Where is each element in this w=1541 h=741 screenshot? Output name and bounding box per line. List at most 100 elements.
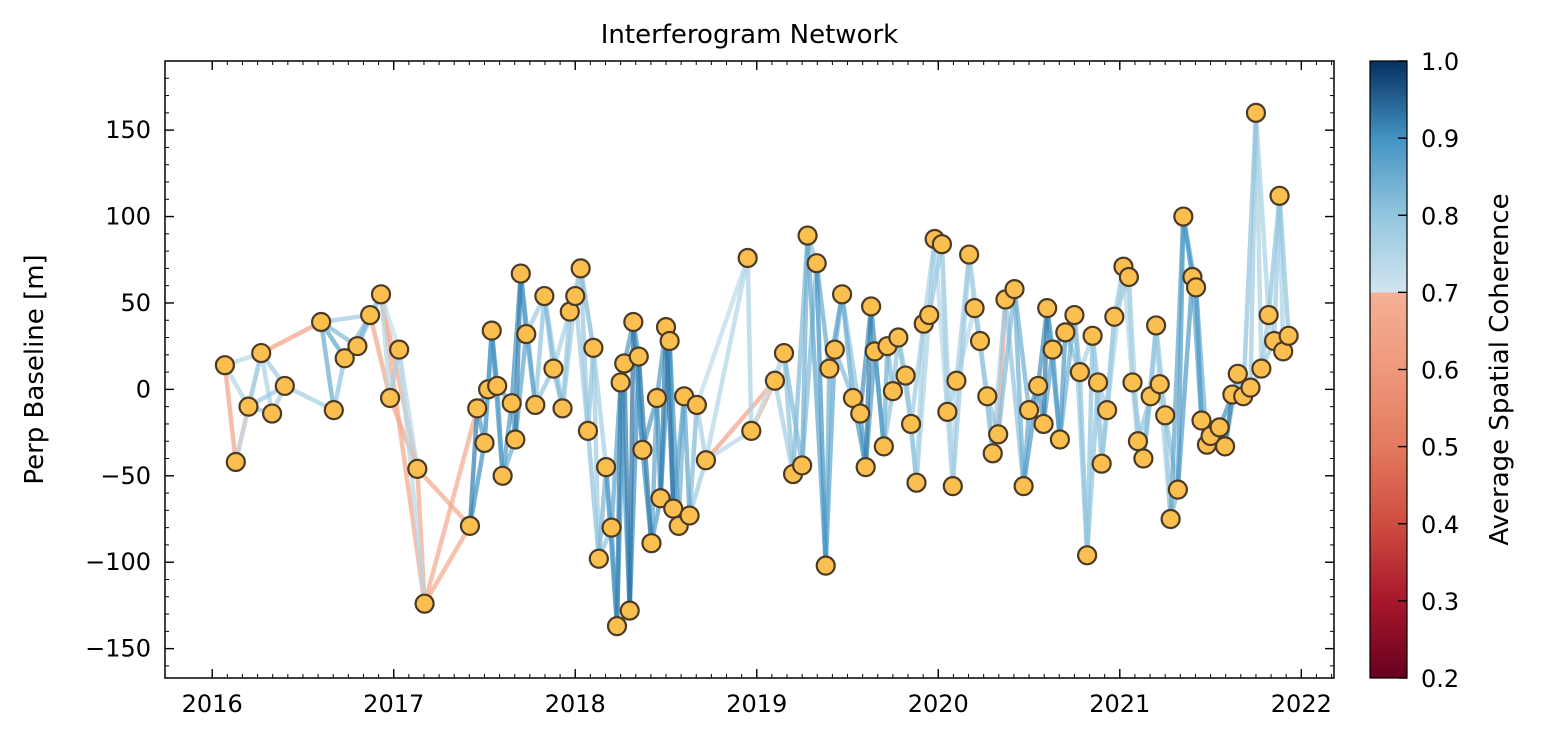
network-edge — [627, 319, 636, 613]
colorbar-tick-label: 0.4 — [1421, 511, 1459, 539]
network-edge — [422, 523, 473, 606]
acquisition-point — [595, 457, 617, 478]
acquisition-point — [831, 284, 853, 305]
acquisition-point — [855, 457, 876, 478]
network-edge — [681, 394, 692, 518]
x-tick-label: 2018 — [545, 690, 606, 718]
acquisition-point — [238, 396, 259, 417]
network-edge — [596, 464, 609, 561]
acquisition-point — [459, 515, 481, 537]
colorbar-tick-label: 0.2 — [1421, 665, 1459, 693]
acquisition-point — [407, 458, 428, 479]
acquisition-point — [1018, 400, 1040, 421]
network-edge — [863, 304, 874, 470]
acquisition-point — [861, 296, 882, 317]
network-edge — [926, 241, 945, 318]
acquisition-point — [882, 381, 904, 402]
network-edge — [781, 350, 805, 468]
acquisition-points — [214, 102, 1299, 637]
network-edge — [1266, 193, 1282, 318]
colorbar-tick-label: 0.7 — [1421, 279, 1459, 307]
acquisition-point — [919, 304, 940, 326]
acquisition-point — [481, 320, 502, 341]
network-edge — [222, 362, 239, 465]
network-edge — [1193, 285, 1204, 423]
network-edge — [415, 466, 473, 529]
network-edge — [614, 380, 623, 629]
acquisition-point — [360, 304, 381, 326]
acquisition-point — [1091, 453, 1112, 474]
acquisition-point — [274, 375, 295, 397]
x-axis: 2016 2017 2018 2019 2020 2021 2022 — [182, 61, 1333, 718]
network-edge — [585, 345, 596, 434]
network-edge — [950, 252, 972, 489]
acquisition-point — [632, 439, 653, 460]
acquisition-point — [251, 342, 272, 364]
network-edge — [318, 319, 337, 413]
network-edge — [908, 321, 927, 427]
acquisition-point — [988, 424, 1009, 445]
acquisition-point — [946, 370, 967, 391]
acquisition-point — [873, 436, 894, 457]
colorbar-label: Average Spatial Coherence — [1485, 193, 1515, 545]
acquisition-point — [501, 393, 522, 414]
acquisition-point — [1096, 400, 1118, 421]
acquisition-point — [815, 555, 836, 576]
acquisition-point — [937, 401, 958, 422]
network-edge — [745, 255, 754, 434]
acquisition-point — [474, 432, 495, 454]
acquisition-point — [534, 285, 555, 307]
network-edge — [258, 319, 324, 356]
acquisition-point — [819, 358, 840, 379]
acquisition-point — [1013, 476, 1034, 497]
acquisition-point — [1049, 429, 1071, 450]
network-edge — [1240, 110, 1259, 399]
acquisition-point — [311, 311, 332, 333]
x-tick-label: 2020 — [908, 690, 969, 718]
acquisition-point — [964, 298, 985, 319]
acquisition-point — [1251, 358, 1272, 379]
y-tick-label: 50 — [120, 289, 151, 317]
network-edges — [222, 110, 1291, 629]
acquisition-point — [764, 370, 786, 391]
colorbar-tick-label: 0.3 — [1421, 588, 1459, 616]
chart-title: Interferogram Network — [601, 20, 898, 50]
acquisition-point — [225, 451, 246, 473]
plot-frame — [164, 60, 1335, 679]
acquisition-point — [414, 593, 435, 614]
acquisition-point — [389, 339, 410, 360]
network-edge — [1012, 286, 1032, 413]
acquisition-point — [628, 346, 649, 367]
acquisition-point — [773, 342, 795, 364]
y-tick-label: −150 — [85, 635, 151, 663]
x-tick-label: 2019 — [726, 690, 787, 718]
acquisition-point — [1069, 361, 1090, 383]
acquisition-point — [850, 403, 871, 424]
network-edge — [703, 378, 778, 463]
acquisition-point — [1185, 277, 1207, 298]
y-tick-label: 150 — [105, 116, 151, 144]
colorbar-axis: 0.2 0.3 0.4 0.5 0.6 0.7 0.8 0.9 1.0 — [1398, 48, 1459, 693]
acquisition-point — [623, 311, 644, 333]
acquisition-point — [1077, 545, 1098, 566]
acquisition-point — [1037, 298, 1058, 319]
acquisition-point — [492, 465, 513, 486]
x-tick-label: 2016 — [182, 690, 243, 718]
acquisition-point — [1122, 372, 1143, 393]
network-edge — [995, 286, 1017, 437]
acquisition-point — [487, 375, 508, 397]
acquisition-point — [900, 413, 922, 435]
acquisition-point — [695, 450, 717, 471]
acquisition-point — [370, 284, 392, 305]
acquisition-point — [1209, 417, 1230, 438]
acquisition-point — [1127, 431, 1149, 452]
acquisition-point — [942, 476, 963, 497]
network-edge — [467, 406, 480, 529]
acquisition-point — [1269, 185, 1290, 206]
network-edge — [258, 350, 275, 416]
acquisition-point — [1258, 304, 1279, 326]
acquisition-point — [895, 365, 916, 386]
network-edge — [1057, 330, 1068, 442]
acquisition-point — [1245, 102, 1267, 123]
acquisition-point — [565, 285, 586, 307]
